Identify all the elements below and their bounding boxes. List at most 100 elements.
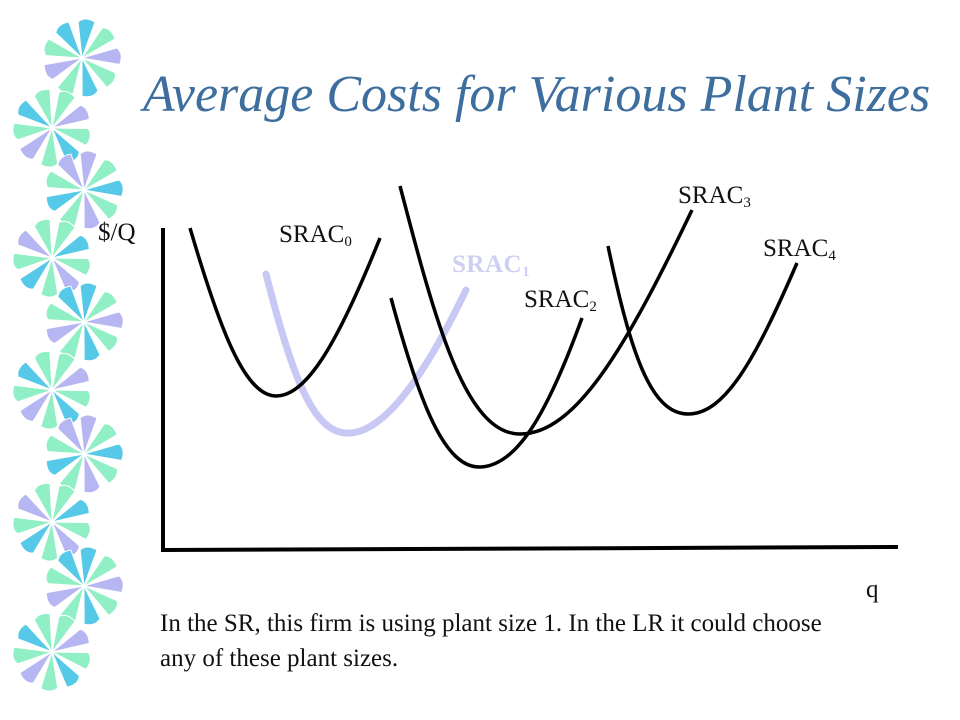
pinwheel-petal xyxy=(83,321,118,352)
pinwheel-petal-group xyxy=(12,483,91,562)
pinwheel-petal xyxy=(79,282,98,323)
pinwheel-petal xyxy=(51,220,76,259)
srac-4-curve xyxy=(606,245,799,416)
pinwheel-petal xyxy=(33,613,53,653)
pinwheel-petal xyxy=(51,366,90,391)
pinwheel-petal xyxy=(79,546,98,587)
pinwheel-petal xyxy=(45,321,85,344)
pinwheel-petal xyxy=(83,555,118,587)
pinwheel-petal xyxy=(83,179,124,198)
pinwheel-petal xyxy=(12,122,53,141)
pinwheel-petal xyxy=(51,651,80,688)
pinwheel-petal xyxy=(40,651,59,692)
pinwheel-petal xyxy=(57,153,85,191)
pinwheel-petal xyxy=(51,628,90,653)
pinwheel-petal xyxy=(81,27,116,59)
pinwheel-petal xyxy=(81,57,116,88)
pinwheel-petal xyxy=(77,18,96,59)
pinwheel-petal xyxy=(45,453,85,476)
pinwheel-petal-group xyxy=(45,546,124,626)
srac-2-curve xyxy=(389,297,584,469)
pinwheel-petal xyxy=(51,352,76,391)
pinwheel-petal xyxy=(33,483,53,523)
pinwheel-petal xyxy=(12,384,53,403)
pinwheel-petal xyxy=(51,521,91,541)
pinwheel-petal xyxy=(83,585,101,626)
pinwheel-petal xyxy=(43,38,83,59)
srac-3-curve xyxy=(398,185,694,436)
pinwheel-petal xyxy=(55,21,83,59)
pinwheel-petal xyxy=(45,170,85,191)
pinwheel-petal xyxy=(40,257,59,298)
pinwheel-petal xyxy=(17,623,53,653)
pinwheel-petal xyxy=(81,47,122,66)
pinwheel-petal xyxy=(83,291,118,323)
pinwheel-petal xyxy=(51,484,76,523)
slide-title: Average Costs for Various Plant Sizes xyxy=(143,66,931,123)
pinwheel-petal xyxy=(19,257,53,290)
pinwheel-petal-group xyxy=(43,18,122,98)
pinwheel-petal xyxy=(51,389,91,409)
pinwheel-petal xyxy=(51,498,90,523)
pinwheel-petal-group xyxy=(45,414,124,494)
pinwheel-petal xyxy=(19,521,53,554)
pinwheel-petal xyxy=(33,219,53,259)
pinwheel-petal xyxy=(79,414,98,455)
pinwheel-petal xyxy=(12,252,53,271)
pinwheel-petal xyxy=(57,549,85,587)
srac-2-label: SRAC2 xyxy=(524,286,597,315)
srac-4-label: SRAC4 xyxy=(763,235,836,264)
srac-3-label: SRAC3 xyxy=(678,182,751,211)
pinwheel-petal xyxy=(45,189,85,212)
pinwheel-petal xyxy=(81,57,99,98)
pinwheel-petal-group xyxy=(12,89,91,168)
pinwheel-petal xyxy=(33,351,53,391)
pinwheel-petal xyxy=(83,321,101,362)
pinwheel-petal xyxy=(57,417,85,455)
pinwheel-petal xyxy=(83,159,118,191)
pinwheel-petal xyxy=(51,90,76,129)
pinwheel-petal xyxy=(19,127,53,160)
pinwheel-petal xyxy=(51,614,76,653)
pinwheel-petal xyxy=(83,423,118,455)
srac-1-label: SRAC1 xyxy=(452,251,531,280)
pinwheel-petal xyxy=(45,302,85,323)
pinwheel-petal xyxy=(83,585,118,616)
y-axis-label: $/Q xyxy=(98,219,136,246)
x-axis xyxy=(160,545,899,552)
pinwheel-petal-group xyxy=(12,613,91,692)
pinwheel-petal xyxy=(83,189,118,220)
pinwheel-petal xyxy=(51,234,90,259)
pinwheel-petal xyxy=(19,389,53,422)
pinwheel-petal xyxy=(83,443,124,462)
pinwheel-petal-group xyxy=(45,282,124,362)
pinwheel-petal xyxy=(17,99,53,129)
pinwheel-petal xyxy=(51,651,91,671)
slide-caption: In the SR, this firm is using plant size… xyxy=(160,610,822,672)
srac-0-label: SRAC0 xyxy=(279,221,352,250)
pinwheel-ribbon-icon xyxy=(12,18,124,692)
pinwheel-petal-group xyxy=(45,150,124,230)
srac-1-curve xyxy=(262,270,470,437)
pinwheel-petal xyxy=(83,189,101,230)
pinwheel-petal xyxy=(19,651,53,684)
pinwheel-petal xyxy=(79,150,98,191)
pinwheel-petal xyxy=(17,229,53,259)
pinwheel-petal-group xyxy=(12,219,91,298)
pinwheel-petal xyxy=(17,361,53,391)
pinwheel-petal xyxy=(51,104,90,129)
pinwheel-petal xyxy=(12,516,53,535)
x-axis-label: q xyxy=(866,576,879,603)
pinwheel-petal xyxy=(43,57,83,80)
pinwheel-petal xyxy=(45,566,85,587)
pinwheel-petal xyxy=(40,389,59,430)
pinwheel-petal xyxy=(83,453,118,484)
pinwheel-petal xyxy=(17,493,53,523)
pinwheel-petal xyxy=(83,311,124,330)
pinwheel-petal xyxy=(57,285,85,323)
pinwheel-petal xyxy=(45,585,85,608)
pinwheel-petal xyxy=(40,521,59,562)
pinwheel-petal xyxy=(51,127,91,147)
pinwheel-petal xyxy=(45,434,85,455)
